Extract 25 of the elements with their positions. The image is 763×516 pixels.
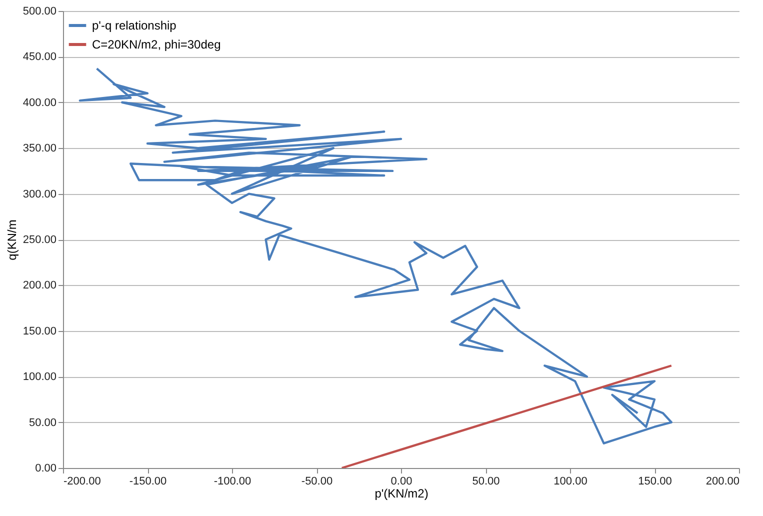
y-tick-label: 500.00	[22, 6, 56, 18]
legend-label: p'-q relationship	[92, 18, 177, 32]
x-tick-label: 0.00	[390, 476, 412, 488]
y-tick-label: 150.00	[22, 325, 56, 338]
y-tick-label: 250.00	[22, 234, 56, 246]
x-tick-label: 50.00	[472, 476, 500, 488]
y-tick-label: 300.00	[22, 188, 56, 200]
x-tick-label: 200.00	[706, 476, 740, 488]
y-tick-label: 50.00	[28, 416, 56, 429]
x-tick-label: -50.00	[301, 476, 333, 488]
x-tick-label: 150.00	[638, 476, 672, 488]
x-tick-label: -100.00	[214, 476, 252, 488]
line-series	[78, 67, 672, 444]
y-tick-label: 450.00	[22, 51, 56, 64]
x-tick-label: -150.00	[129, 476, 167, 488]
y-tick-label: 100.00	[22, 371, 56, 384]
y-tick-label: 350.00	[22, 142, 56, 155]
y-axis-title: q(KN/m	[4, 220, 19, 260]
y-tick-label: 400.00	[22, 96, 56, 109]
legend-label: C=20KN/m2, phi=30deg	[92, 38, 221, 52]
y-tick-label: 200.00	[22, 280, 56, 292]
x-axis-title: p'(KN/m2)	[374, 486, 428, 500]
y-tick-label: 0.00	[35, 462, 56, 474]
x-tick-label: 100.00	[554, 476, 588, 488]
x-tick-label: -200.00	[64, 476, 101, 488]
